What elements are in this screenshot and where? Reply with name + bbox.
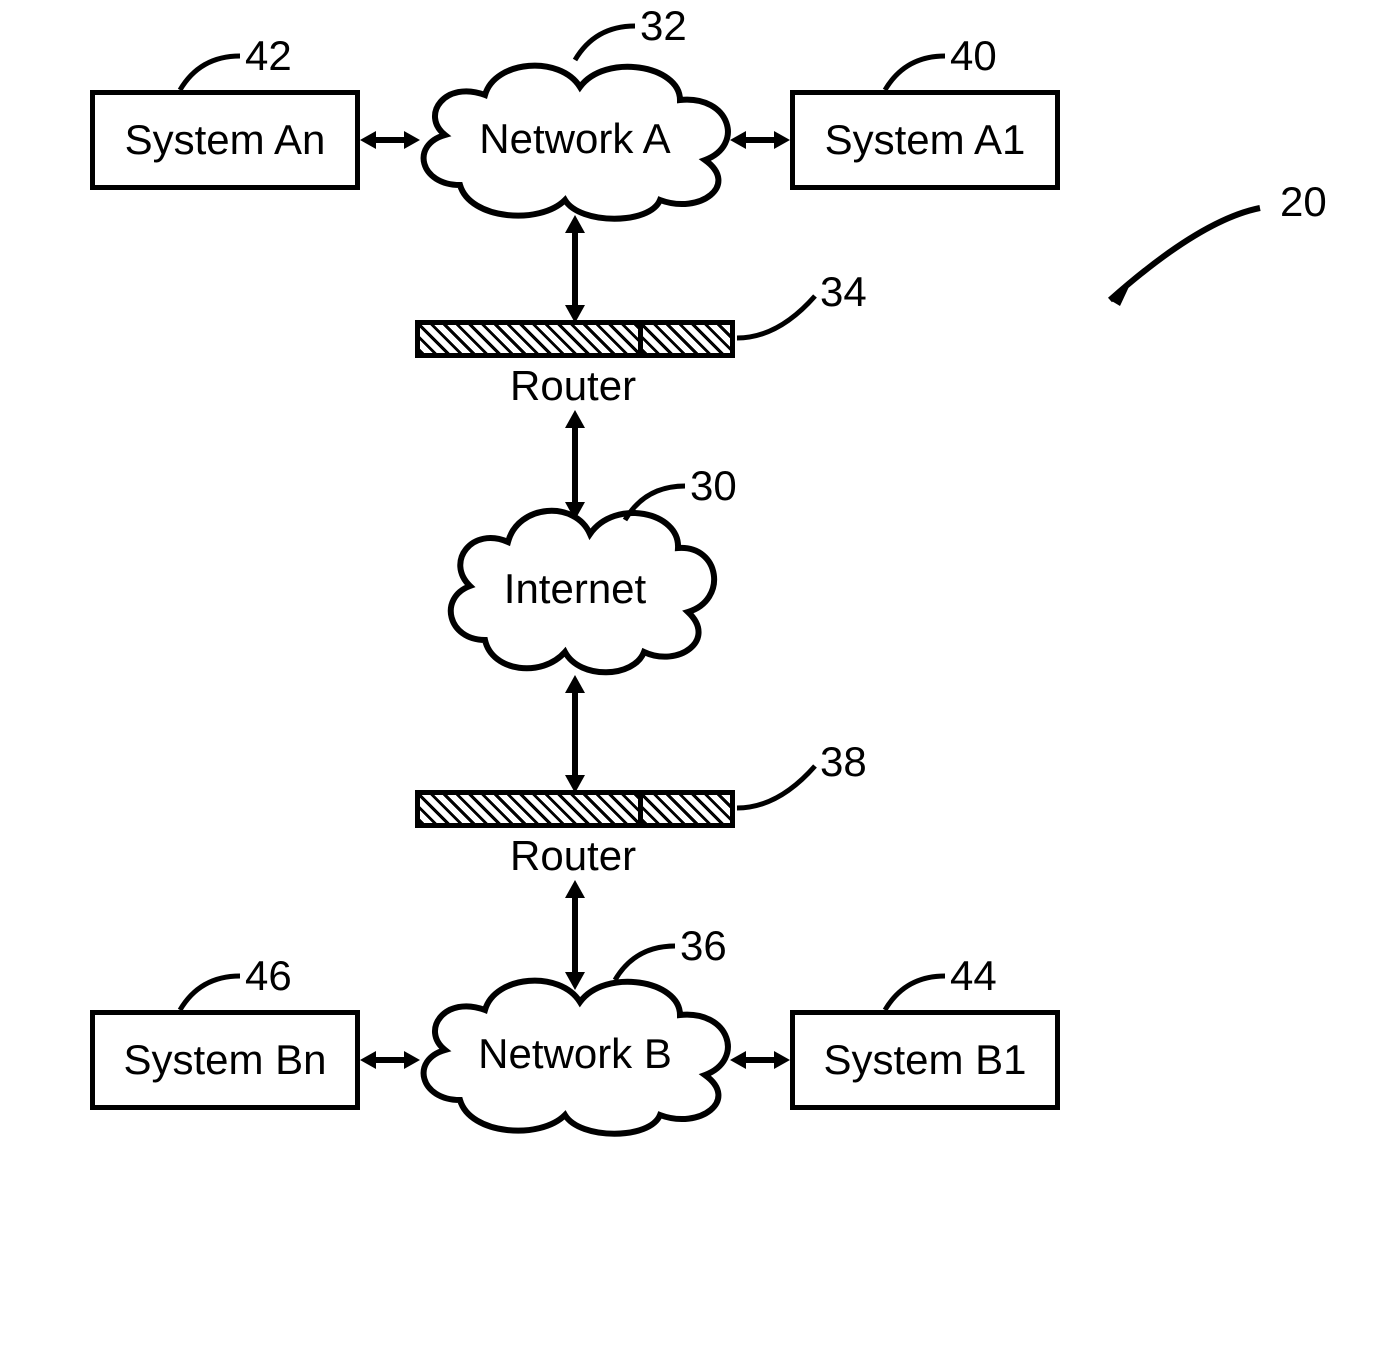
router-a-seg2 [643, 325, 730, 353]
label-network-a: Network A [400, 115, 750, 163]
ref-20: 20 [1280, 178, 1327, 226]
label-router-a: Router [510, 362, 636, 410]
ref-38: 38 [820, 738, 867, 786]
label-internet: Internet [430, 565, 720, 613]
ref-40: 40 [950, 32, 997, 80]
edge-neta-a1 [730, 125, 790, 155]
edge-an-neta [360, 125, 420, 155]
node-system-a1: System A1 [790, 90, 1060, 190]
label-router-b: Router [510, 832, 636, 880]
edge-netb-b1 [730, 1045, 790, 1075]
ref-34: 34 [820, 268, 867, 316]
ref-46: 46 [245, 952, 292, 1000]
ref-leader-20 [1090, 200, 1280, 320]
node-system-b1: System B1 [790, 1010, 1060, 1110]
node-system-an: System An [90, 90, 360, 190]
node-router-b [415, 790, 735, 828]
ref-leader-30 [620, 480, 690, 524]
ref-30: 30 [690, 462, 737, 510]
edge-internet-routerb [555, 675, 595, 793]
edge-neta-routera [555, 215, 595, 323]
router-b-seg2 [643, 795, 730, 823]
ref-leader-44 [880, 970, 950, 1014]
router-a-seg1 [420, 325, 643, 353]
label-system-b1: System B1 [823, 1036, 1026, 1084]
diagram-canvas: 20 42 32 40 System An Network A System A… [0, 0, 1391, 1354]
edge-bn-netb [360, 1045, 420, 1075]
ref-leader-38 [733, 758, 823, 818]
ref-leader-42 [175, 50, 245, 94]
ref-44: 44 [950, 952, 997, 1000]
label-system-bn: System Bn [123, 1036, 326, 1084]
ref-42: 42 [245, 32, 292, 80]
ref-leader-34 [733, 288, 823, 348]
node-system-bn: System Bn [90, 1010, 360, 1110]
ref-leader-40 [880, 50, 950, 94]
label-system-an: System An [125, 116, 326, 164]
label-network-b: Network B [400, 1030, 750, 1078]
label-system-a1: System A1 [825, 116, 1026, 164]
router-b-seg1 [420, 795, 643, 823]
node-router-a [415, 320, 735, 358]
ref-leader-46 [175, 970, 245, 1014]
ref-32: 32 [640, 2, 687, 50]
